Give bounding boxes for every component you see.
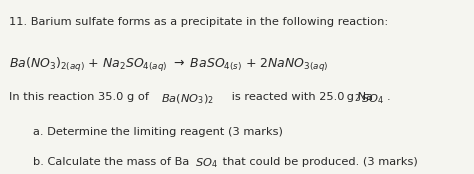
Text: b. Calculate the mass of Ba: b. Calculate the mass of Ba <box>33 157 193 167</box>
Text: a. Determine the limiting reagent (3 marks): a. Determine the limiting reagent (3 mar… <box>33 127 283 137</box>
Text: $\mathit{Ba(NO_3)_{2(aq)}}$ $\mathit{+}$ $\mathit{Na_2SO_{4(aq)}}$ $\rightarrow$: $\mathit{Ba(NO_3)_{2(aq)}}$ $\mathit{+}$… <box>9 56 329 74</box>
Text: $\mathit{SO_4}$: $\mathit{SO_4}$ <box>195 157 218 170</box>
Text: is reacted with 25.0 g Na: is reacted with 25.0 g Na <box>228 92 373 102</box>
Text: 11. Barium sulfate forms as a precipitate in the following reaction:: 11. Barium sulfate forms as a precipitat… <box>9 17 389 27</box>
Text: $_2$: $_2$ <box>354 92 360 105</box>
Text: .: . <box>386 92 390 102</box>
Text: $\mathit{SO_4}$: $\mathit{SO_4}$ <box>361 92 384 106</box>
Text: $\mathit{Ba(NO_3)_2}$: $\mathit{Ba(NO_3)_2}$ <box>161 92 214 106</box>
Text: that could be produced. (3 marks): that could be produced. (3 marks) <box>219 157 418 167</box>
Text: In this reaction 35.0 g of: In this reaction 35.0 g of <box>9 92 153 102</box>
